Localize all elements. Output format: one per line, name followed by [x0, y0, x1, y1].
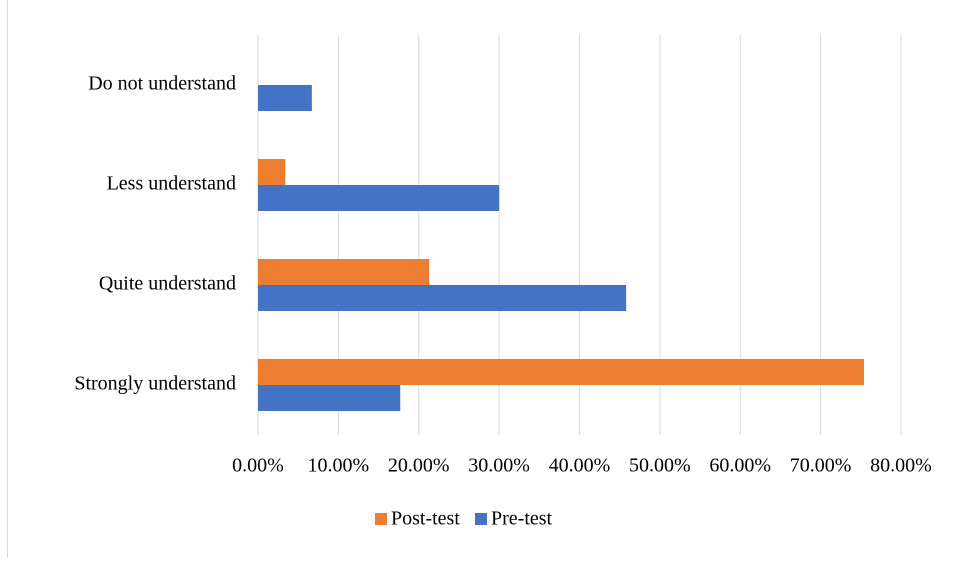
- x-tick-label: 50.00%: [629, 455, 691, 477]
- legend-label: Post-test: [391, 508, 460, 530]
- x-tick-label: 60.00%: [709, 455, 771, 477]
- x-tick-label: 20.00%: [388, 455, 450, 477]
- x-tick-label: 30.00%: [468, 455, 530, 477]
- x-tick-label: 0.00%: [232, 455, 284, 477]
- y-tick-label: Do not understand: [88, 73, 236, 95]
- x-tick-label: 40.00%: [549, 455, 611, 477]
- bar: [258, 185, 499, 211]
- x-tick-label: 70.00%: [790, 455, 852, 477]
- bar: [258, 85, 312, 111]
- x-tick-label: 10.00%: [308, 455, 370, 477]
- y-tick-label: Quite understand: [99, 273, 236, 295]
- legend-swatch: [475, 513, 487, 525]
- bar: [258, 359, 864, 385]
- bar: [258, 159, 285, 185]
- bar: [258, 285, 626, 311]
- y-tick-label: Less understand: [107, 173, 236, 195]
- y-tick-label: Strongly understand: [74, 373, 236, 395]
- bar: [258, 259, 429, 285]
- legend-label: Pre-test: [491, 508, 553, 530]
- bar: [258, 385, 400, 411]
- legend-swatch: [375, 513, 387, 525]
- x-tick-label: 80.00%: [870, 455, 932, 477]
